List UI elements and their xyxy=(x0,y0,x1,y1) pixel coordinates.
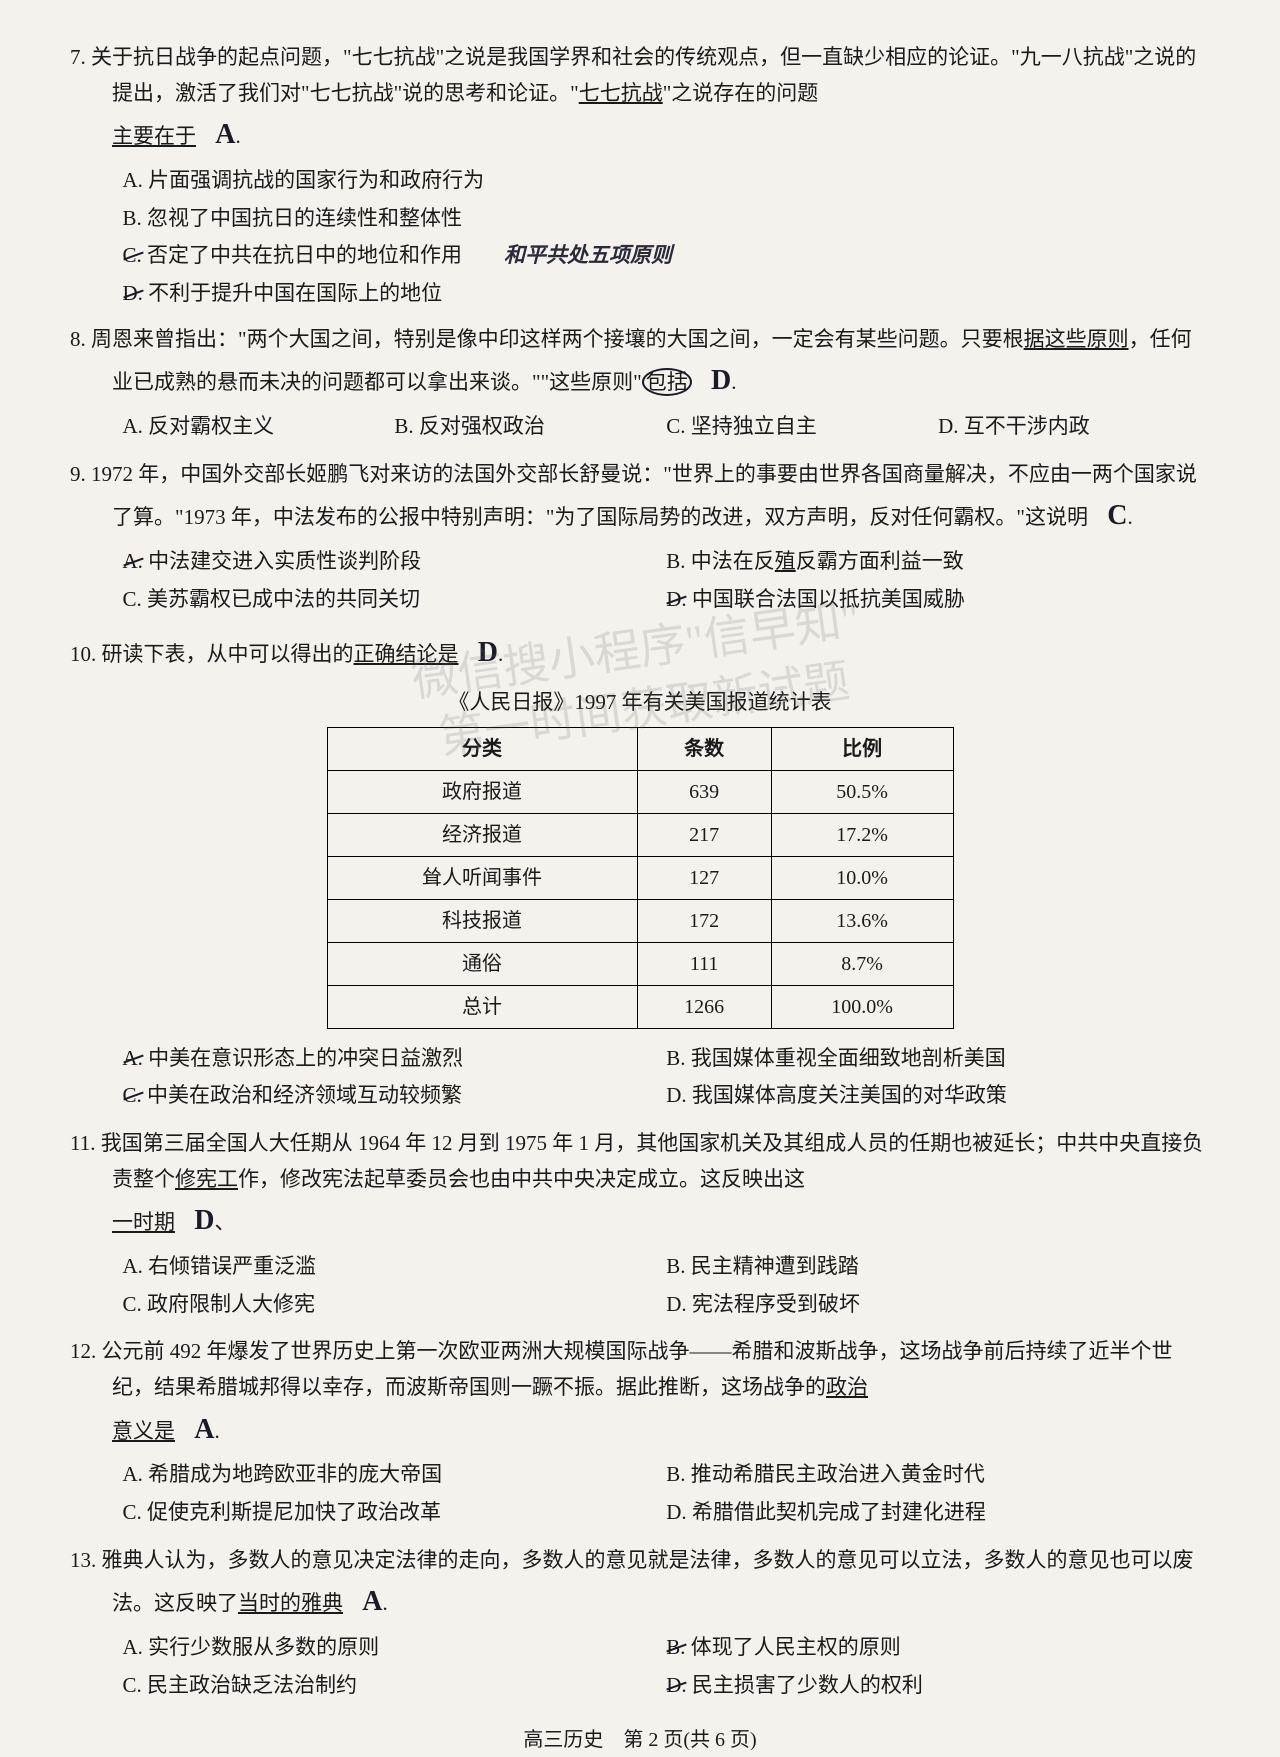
handwritten-answer: D xyxy=(478,637,498,668)
table-header-row: 分类 条数 比例 xyxy=(327,727,953,770)
option-d: D. 不利于提升中国在国际上的地位 xyxy=(123,276,1211,312)
data-table: 分类 条数 比例 政府报道63950.5% 经济报道21717.2% 耸人听闻事… xyxy=(327,727,954,1029)
option-c: C. 否定了中共在抗日中的地位和作用 和平共处五项原则 xyxy=(123,238,1211,274)
question-text: 7. 关于抗日战争的起点问题，"七七抗战"之说是我国学界和社会的传统观点，但一直… xyxy=(70,40,1210,159)
option-d: D. 民主损害了少数人的权利 xyxy=(666,1668,1210,1704)
table-row: 总计1266100.0% xyxy=(327,985,953,1028)
option-a: A. 实行少数服从多数的原则 xyxy=(123,1630,667,1666)
option-a: A. 希腊成为地跨欧亚非的庞大帝国 xyxy=(123,1457,667,1493)
options: A. 中法建交进入实质性谈判阶段 B. 中法在反殖反霸方面利益一致 C. 美苏霸… xyxy=(70,544,1210,619)
table-header: 条数 xyxy=(637,727,771,770)
option-a: A. 反对霸权主义 xyxy=(123,409,395,445)
question-text: 12. 公元前 492 年爆发了世界历史上第一次欧亚两洲大规模国际战争——希腊和… xyxy=(70,1334,1210,1453)
question-8: 8. 周恩来曾指出："两个大国之间，特别是像中印这样两个接壤的大国之间，一定会有… xyxy=(70,322,1210,447)
table-row: 经济报道21717.2% xyxy=(327,813,953,856)
option-d: D. 互不干涉内政 xyxy=(938,409,1210,445)
handwritten-answer: D xyxy=(194,1205,214,1236)
option-a: A. 右倾错误严重泛滥 xyxy=(123,1249,667,1285)
option-c: C. 中美在政治和经济领域互动较频繁 xyxy=(123,1078,667,1114)
question-text: 8. 周恩来曾指出："两个大国之间，特别是像中印这样两个接壤的大国之间，一定会有… xyxy=(70,322,1210,405)
option-b: B. 忽视了中国抗日的连续性和整体性 xyxy=(123,201,1211,237)
option-b: B. 体现了人民主权的原则 xyxy=(666,1630,1210,1666)
option-c: C. 政府限制人大修宪 xyxy=(123,1287,667,1323)
question-text: 10. 研读下表，从中可以得出的正确结论是 D. xyxy=(70,629,1210,677)
table-row: 政府报道63950.5% xyxy=(327,770,953,813)
option-a: A. 中法建交进入实质性谈判阶段 xyxy=(123,544,667,580)
option-b: B. 我国媒体重视全面细致地剖析美国 xyxy=(666,1041,1210,1077)
table-row: 科技报道17213.6% xyxy=(327,899,953,942)
question-text: 11. 我国第三届全国人大任期从 1964 年 12 月到 1975 年 1 月… xyxy=(70,1126,1210,1245)
handwritten-note: 和平共处五项原则 xyxy=(504,243,672,267)
table-row: 耸人听闻事件12710.0% xyxy=(327,856,953,899)
option-a: A. 片面强调抗战的国家行为和政府行为 xyxy=(123,163,1211,199)
table-header: 比例 xyxy=(771,727,953,770)
options: A. 中美在意识形态上的冲突日益激烈 B. 我国媒体重视全面细致地剖析美国 C.… xyxy=(70,1041,1210,1116)
handwritten-answer: A xyxy=(362,1586,382,1617)
option-d: D. 我国媒体高度关注美国的对华政策 xyxy=(666,1078,1210,1114)
handwritten-answer: D xyxy=(711,365,731,396)
option-a: A. 中美在意识形态上的冲突日益激烈 xyxy=(123,1041,667,1077)
option-b: B. 推动希腊民主政治进入黄金时代 xyxy=(666,1457,1210,1493)
option-b: B. 民主精神遭到践踏 xyxy=(666,1249,1210,1285)
question-9: 9. 1972 年，中国外交部长姬鹏飞对来访的法国外交部长舒曼说："世界上的事要… xyxy=(70,457,1210,620)
option-c: C. 美苏霸权已成中法的共同关切 xyxy=(123,582,667,618)
page-footer: 高三历史 第 2 页(共 6 页) xyxy=(70,1723,1210,1757)
option-c: C. 促使克利斯提尼加快了政治改革 xyxy=(123,1495,667,1531)
handwritten-answer: C xyxy=(1107,500,1127,531)
handwritten-answer: A xyxy=(194,1414,214,1445)
table-row: 通俗1118.7% xyxy=(327,942,953,985)
question-text: 9. 1972 年，中国外交部长姬鹏飞对来访的法国外交部长舒曼说："世界上的事要… xyxy=(70,457,1210,540)
table-title: 《人民日报》1997 年有关美国报道统计表 xyxy=(70,685,1210,721)
option-d: D. 宪法程序受到破坏 xyxy=(666,1287,1210,1323)
option-d: D. 希腊借此契机完成了封建化进程 xyxy=(666,1495,1210,1531)
handwritten-answer: A xyxy=(215,119,235,150)
option-b: B. 反对强权政治 xyxy=(394,409,666,445)
question-11: 11. 我国第三届全国人大任期从 1964 年 12 月到 1975 年 1 月… xyxy=(70,1126,1210,1324)
options: A. 右倾错误严重泛滥 B. 民主精神遭到践踏 C. 政府限制人大修宪 D. 宪… xyxy=(70,1249,1210,1324)
question-13: 13. 雅典人认为，多数人的意见决定法律的走向，多数人的意见就是法律，多数人的意… xyxy=(70,1543,1210,1706)
question-10: 10. 研读下表，从中可以得出的正确结论是 D. 《人民日报》1997 年有关美… xyxy=(70,629,1210,1116)
option-c: C. 民主政治缺乏法治制约 xyxy=(123,1668,667,1704)
question-7: 7. 关于抗日战争的起点问题，"七七抗战"之说是我国学界和社会的传统观点，但一直… xyxy=(70,40,1210,312)
options: A. 实行少数服从多数的原则 B. 体现了人民主权的原则 C. 民主政治缺乏法治… xyxy=(70,1630,1210,1705)
options: A. 反对霸权主义 B. 反对强权政治 C. 坚持独立自主 D. 互不干涉内政 xyxy=(70,409,1210,447)
option-c: C. 坚持独立自主 xyxy=(666,409,938,445)
option-d: D. 中国联合法国以抵抗美国威胁 xyxy=(666,582,1210,618)
question-text: 13. 雅典人认为，多数人的意见决定法律的走向，多数人的意见就是法律，多数人的意… xyxy=(70,1543,1210,1626)
question-12: 12. 公元前 492 年爆发了世界历史上第一次欧亚两洲大规模国际战争——希腊和… xyxy=(70,1334,1210,1532)
options: A. 片面强调抗战的国家行为和政府行为 B. 忽视了中国抗日的连续性和整体性 C… xyxy=(70,163,1210,312)
option-b: B. 中法在反殖反霸方面利益一致 xyxy=(666,544,1210,580)
options: A. 希腊成为地跨欧亚非的庞大帝国 B. 推动希腊民主政治进入黄金时代 C. 促… xyxy=(70,1457,1210,1532)
table-header: 分类 xyxy=(327,727,637,770)
